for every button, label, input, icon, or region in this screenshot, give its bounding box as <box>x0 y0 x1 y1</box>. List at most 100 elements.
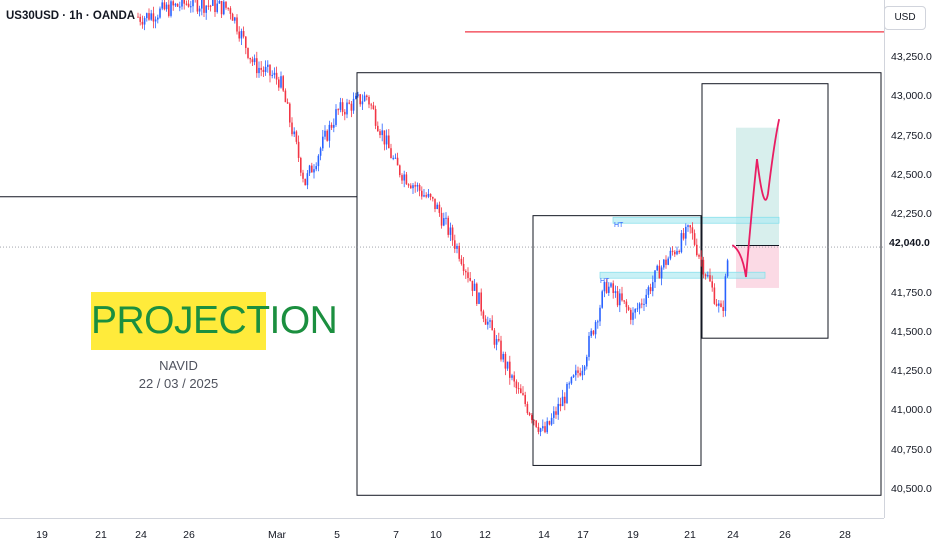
candle-body <box>627 307 630 310</box>
candle-body <box>176 3 179 7</box>
candle-body <box>550 417 553 425</box>
last-price-label: 42,040.0 <box>886 235 932 251</box>
candle-body <box>190 6 192 8</box>
candle-body <box>315 166 317 170</box>
candle-body <box>139 16 141 22</box>
candle-body <box>381 130 383 136</box>
candle-body <box>630 309 632 320</box>
candle-body <box>469 277 471 281</box>
time-tick-label: 24 <box>727 529 739 541</box>
price-tick-label: 40,750.0 <box>891 443 932 456</box>
candle-body <box>282 76 284 91</box>
candle-body <box>467 272 469 278</box>
candle-body <box>707 275 709 277</box>
candle-body <box>399 165 401 176</box>
candle-body <box>192 0 194 7</box>
candle-body <box>256 58 258 74</box>
candle-body <box>236 17 238 32</box>
candle-body <box>421 190 423 197</box>
candle-body <box>676 251 678 255</box>
candle-body <box>405 174 408 185</box>
candle-body <box>271 74 273 76</box>
candle-body <box>462 263 465 271</box>
candle-body <box>293 131 295 135</box>
candle-body <box>253 58 256 63</box>
chart-svg[interactable] <box>0 0 884 518</box>
candle-body <box>623 300 625 302</box>
price-tick-label: 42,750.0 <box>891 129 932 142</box>
candle-body <box>537 426 540 432</box>
price-tick-label: 41,250.0 <box>891 365 932 378</box>
plot-area[interactable]: US30USD · 1h · OANDA PROJECTION NAVID 22… <box>0 0 884 518</box>
candle-body <box>231 13 234 21</box>
candle-body <box>656 265 658 271</box>
time-tick-label: 19 <box>36 529 48 541</box>
candle-body <box>403 174 405 181</box>
candle-body <box>438 204 441 213</box>
candle-body <box>363 95 366 102</box>
candle-body <box>685 226 687 239</box>
candle-body <box>187 3 190 7</box>
candle-body <box>150 13 152 20</box>
candle-body <box>218 0 221 4</box>
candle-body <box>359 94 361 105</box>
time-tick-label: 21 <box>684 529 696 541</box>
candle-body <box>203 0 205 13</box>
candle-body <box>388 135 390 149</box>
candle-body <box>291 122 293 135</box>
projection-path <box>732 118 780 278</box>
currency-selector[interactable]: USD <box>884 6 926 30</box>
candle-body <box>249 57 251 60</box>
candle-body <box>504 353 507 369</box>
candle-body <box>592 330 595 335</box>
candle-body <box>407 184 410 186</box>
candle-body <box>348 102 350 104</box>
candle-body <box>357 94 359 96</box>
candle-body <box>522 393 524 395</box>
candle-body <box>665 259 667 265</box>
price-axis[interactable]: 43,250.0 43,000.0 42,750.0 42,500.0 42,250.0… <box>884 0 932 518</box>
candle-body <box>152 13 155 22</box>
candle-body <box>333 124 335 128</box>
candle-body <box>330 124 333 128</box>
candle-body <box>311 165 313 173</box>
candle-body <box>242 31 245 37</box>
candle-body <box>702 259 705 275</box>
candle-body <box>396 157 399 166</box>
candle-body <box>465 270 467 273</box>
candle-body <box>383 130 386 145</box>
candle-body <box>509 361 511 378</box>
candle-body <box>531 415 533 420</box>
candle-body <box>647 287 650 295</box>
target-zone <box>736 127 779 246</box>
candle-body <box>583 366 586 371</box>
candle-body <box>385 135 388 145</box>
candle-body <box>372 105 375 110</box>
candle-body <box>678 251 680 253</box>
candle-body <box>553 411 555 418</box>
candle-body <box>300 157 302 173</box>
symbol-label[interactable]: US30USD · 1h · OANDA <box>6 10 136 22</box>
candle-body <box>546 421 548 433</box>
candle-body <box>234 17 236 21</box>
candle-body <box>324 130 326 137</box>
candle-body <box>709 275 711 282</box>
candle-body <box>313 169 315 173</box>
candle-body <box>454 240 456 249</box>
candle-body <box>185 3 188 5</box>
candle-body <box>636 308 639 310</box>
candle-body <box>247 47 249 58</box>
ht-zone-lower <box>599 271 766 279</box>
candle-body <box>447 217 449 235</box>
candle-body <box>361 101 364 105</box>
candle-body <box>174 3 177 6</box>
time-axis[interactable]: 19 21 24 26 Mar 5 7 10 12 14 17 19 21 24 26 28 <box>0 518 884 551</box>
candle-body <box>201 0 203 9</box>
candle-body <box>229 8 232 14</box>
candle-body <box>663 259 665 268</box>
candle-body <box>157 17 159 20</box>
candle-body <box>720 303 722 307</box>
ht-zone-upper <box>612 216 780 224</box>
candle-body <box>148 13 150 20</box>
